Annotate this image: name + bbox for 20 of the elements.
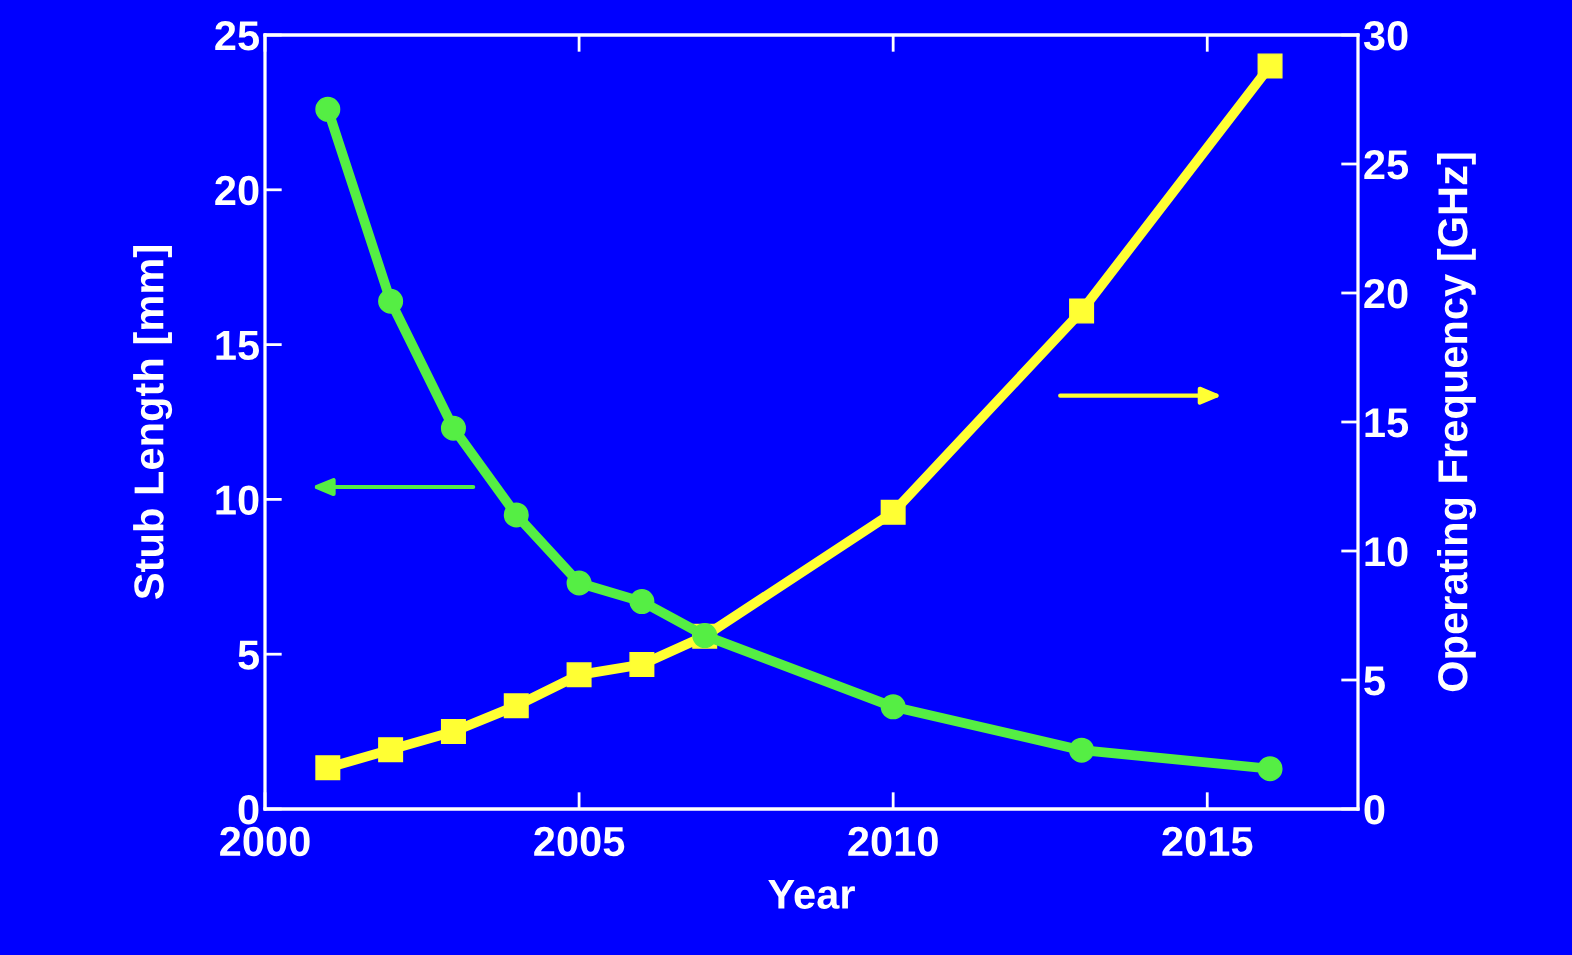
y2-tick-label: 0 bbox=[1364, 795, 1385, 825]
x-tick-label: 2000 bbox=[220, 826, 310, 857]
y2-tick-label: 15 bbox=[1365, 408, 1409, 438]
x-tick-label: 2010 bbox=[848, 826, 938, 857]
y2-tick-label: 20 bbox=[1364, 279, 1408, 309]
x-axis-title: Year bbox=[768, 879, 855, 909]
y-tick-label: 0 bbox=[238, 795, 259, 825]
y-axis-title: Stub Length [mm] bbox=[133, 246, 173, 600]
y-tick-label: 5 bbox=[238, 640, 259, 670]
y-tick-label: 25 bbox=[215, 21, 259, 51]
y-tick-label: 10 bbox=[216, 485, 259, 515]
y2-tick-label: 30 bbox=[1363, 21, 1408, 51]
y2-tick-label: 5 bbox=[1364, 666, 1385, 696]
x-tick-label: 2015 bbox=[1162, 826, 1253, 857]
y2-tick-label: 25 bbox=[1364, 150, 1409, 180]
y2-axis-title: Operating Frequency [GHz] bbox=[1436, 153, 1476, 692]
y2-tick-label: 10 bbox=[1365, 537, 1408, 567]
y-tick-label: 15 bbox=[216, 331, 259, 361]
y-tick-label: 20 bbox=[215, 175, 259, 206]
x-tick-label: 2005 bbox=[534, 826, 625, 857]
